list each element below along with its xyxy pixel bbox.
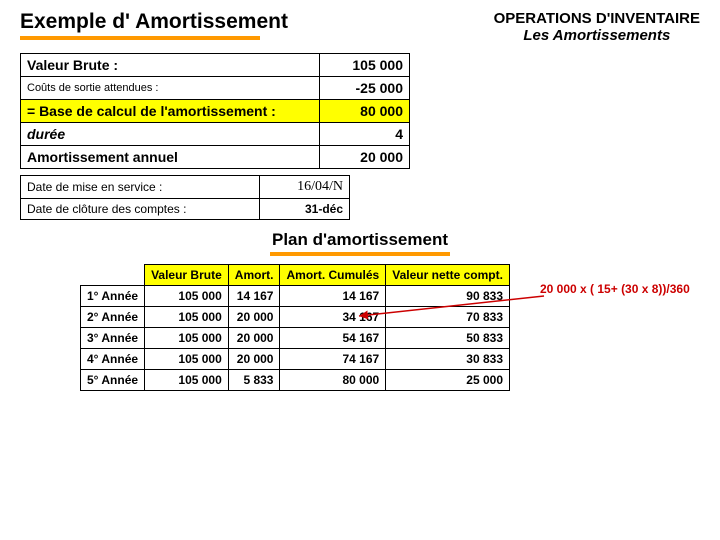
dates-table: Date de mise en service :16/04/NDate de … bbox=[20, 175, 350, 220]
plan-cell-year: 1° Année bbox=[81, 285, 145, 306]
plan-cell-vnc: 25 000 bbox=[386, 369, 510, 390]
plan-cell-am: 20 000 bbox=[228, 348, 280, 369]
calc-row: Amortissement annuel20 000 bbox=[21, 145, 410, 168]
plan-cell-vb: 105 000 bbox=[145, 285, 229, 306]
plan-cell-am: 20 000 bbox=[228, 306, 280, 327]
dates-label: Date de mise en service : bbox=[21, 175, 260, 198]
table-row: 3° Année105 00020 00054 16750 833 bbox=[81, 327, 510, 348]
calc-label: Valeur Brute : bbox=[21, 53, 320, 76]
dates-value: 16/04/N bbox=[260, 175, 350, 198]
calc-value: -25 000 bbox=[320, 76, 410, 99]
calc-value: 105 000 bbox=[320, 53, 410, 76]
plan-cell-vnc: 70 833 bbox=[386, 306, 510, 327]
calc-label: durée bbox=[21, 122, 320, 145]
header-right-line2: Les Amortissements bbox=[494, 27, 700, 44]
calc-label: Amortissement annuel bbox=[21, 145, 320, 168]
dates-row: Date de clôture des comptes :31-déc bbox=[21, 198, 350, 219]
plan-table: Valeur BruteAmort.Amort. CumulésValeur n… bbox=[80, 264, 510, 391]
table-row: 4° Année105 00020 00074 16730 833 bbox=[81, 348, 510, 369]
title-left-wrap: Exemple d' Amortissement bbox=[20, 10, 288, 40]
header-right-line1: OPERATIONS D'INVENTAIRE bbox=[494, 10, 700, 27]
plan-cell-vb: 105 000 bbox=[145, 348, 229, 369]
plan-cell-year: 2° Année bbox=[81, 306, 145, 327]
plan-cell-year: 4° Année bbox=[81, 348, 145, 369]
table-row: 1° Année105 00014 16714 16790 833 bbox=[81, 285, 510, 306]
plan-cell-vb: 105 000 bbox=[145, 327, 229, 348]
plan-header-cell: Valeur nette compt. bbox=[386, 264, 510, 285]
table-row: 2° Année105 00020 00034 16770 833 bbox=[81, 306, 510, 327]
plan-area: Valeur BruteAmort.Amort. CumulésValeur n… bbox=[20, 264, 700, 391]
title-underline bbox=[20, 36, 260, 40]
calc-value: 80 000 bbox=[320, 99, 410, 122]
calc-value: 4 bbox=[320, 122, 410, 145]
plan-cell-cum: 14 167 bbox=[280, 285, 386, 306]
calc-row: durée4 bbox=[21, 122, 410, 145]
dates-value: 31-déc bbox=[260, 198, 350, 219]
plan-cell-vb: 105 000 bbox=[145, 369, 229, 390]
calc-row: Valeur Brute :105 000 bbox=[21, 53, 410, 76]
plan-header-cell: Valeur Brute bbox=[145, 264, 229, 285]
plan-header-cell: Amort. bbox=[228, 264, 280, 285]
plan-title-wrap: Plan d'amortissement bbox=[20, 230, 700, 256]
calc-label: = Base de calcul de l'amortissement : bbox=[21, 99, 320, 122]
dates-row: Date de mise en service :16/04/N bbox=[21, 175, 350, 198]
plan-title: Plan d'amortissement bbox=[272, 230, 448, 250]
plan-cell-vnc: 50 833 bbox=[386, 327, 510, 348]
table-row: 5° Année105 0005 83380 00025 000 bbox=[81, 369, 510, 390]
calc-row: = Base de calcul de l'amortissement :80 … bbox=[21, 99, 410, 122]
plan-header-cell bbox=[81, 264, 145, 285]
plan-cell-cum: 80 000 bbox=[280, 369, 386, 390]
plan-cell-vnc: 90 833 bbox=[386, 285, 510, 306]
plan-header-cell: Amort. Cumulés bbox=[280, 264, 386, 285]
calc-row: Coûts de sortie attendues :-25 000 bbox=[21, 76, 410, 99]
formula-annotation: 20 000 x ( 15+ (30 x 8))/360 bbox=[540, 282, 690, 296]
dates-label: Date de clôture des comptes : bbox=[21, 198, 260, 219]
plan-cell-year: 5° Année bbox=[81, 369, 145, 390]
calc-table: Valeur Brute :105 000Coûts de sortie att… bbox=[20, 53, 410, 169]
plan-underline bbox=[270, 252, 450, 256]
plan-cell-am: 20 000 bbox=[228, 327, 280, 348]
plan-cell-vb: 105 000 bbox=[145, 306, 229, 327]
plan-cell-year: 3° Année bbox=[81, 327, 145, 348]
plan-cell-cum: 54 167 bbox=[280, 327, 386, 348]
plan-cell-cum: 34 167 bbox=[280, 306, 386, 327]
plan-cell-am: 5 833 bbox=[228, 369, 280, 390]
calc-label: Coûts de sortie attendues : bbox=[21, 76, 320, 99]
page-title: Exemple d' Amortissement bbox=[20, 10, 288, 34]
calc-value: 20 000 bbox=[320, 145, 410, 168]
header: Exemple d' Amortissement OPERATIONS D'IN… bbox=[20, 10, 700, 45]
header-right: OPERATIONS D'INVENTAIRE Les Amortissemen… bbox=[494, 10, 700, 45]
plan-cell-cum: 74 167 bbox=[280, 348, 386, 369]
plan-cell-vnc: 30 833 bbox=[386, 348, 510, 369]
plan-cell-am: 14 167 bbox=[228, 285, 280, 306]
